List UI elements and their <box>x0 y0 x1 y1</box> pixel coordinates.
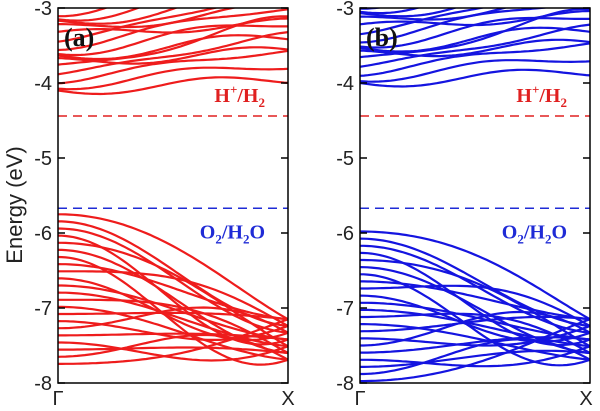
y-tick-label-b-0: -3 <box>336 0 354 20</box>
valence-band-b-16 <box>360 310 590 347</box>
valence-band-a-18 <box>58 341 288 362</box>
conduction-band-b-5 <box>360 38 590 58</box>
y-tick-label-b-4: -7 <box>336 298 354 320</box>
y-tick-label-b-2: -5 <box>336 148 354 170</box>
valence-band-b-0 <box>360 230 590 321</box>
reference-level-label-b-0: H+/H2 <box>516 82 567 110</box>
valence-band-a-16 <box>58 306 288 334</box>
conduction-band-a-1 <box>58 66 288 91</box>
panel-a-xtick-gamma: Γ <box>52 388 63 410</box>
conduction-band-b-0 <box>360 68 590 88</box>
panel-a-reference-levels: H+/H2 O2/H2O <box>58 82 288 246</box>
valence-band-a-7 <box>58 263 288 321</box>
conduction-band-a-11 <box>58 8 239 29</box>
conduction-band-b-6 <box>360 26 590 53</box>
panel-b-reference-levels: H+/H2 O2/H2O <box>360 82 590 246</box>
y-tick-label-a-5: -8 <box>34 373 52 395</box>
valence-band-b-18 <box>360 345 590 368</box>
valence-band-a-13 <box>58 305 288 361</box>
panel-b-label: (b) <box>366 23 398 52</box>
valence-band-a-20 <box>58 333 288 361</box>
reference-level-label-b-1: O2/H2O <box>502 221 567 246</box>
panel-b-frame <box>359 7 591 384</box>
y-axis-title: Energy (eV) <box>2 146 27 263</box>
conduction-band-b-13 <box>360 8 421 15</box>
reference-level-label-a-0: H+/H2 <box>214 82 265 110</box>
valence-band-a-19 <box>58 346 288 355</box>
valence-band-a-4 <box>58 241 288 348</box>
valence-band-b-20 <box>360 338 590 376</box>
conduction-band-b-10 <box>360 9 590 27</box>
valence-band-b-19 <box>360 349 590 368</box>
y-tick-label-b-5: -8 <box>336 373 354 395</box>
y-tick-label-b-1: -4 <box>336 73 354 95</box>
conduction-band-b-12 <box>360 8 459 18</box>
panel-a-y-ticks: -3 -4 -5 -6 -7 -8 <box>34 0 288 395</box>
valence-band-b-17 <box>360 336 590 354</box>
panel-b: H+/H2 O2/H2O -3 -4 -5 -6 -7 -8 (b) Γ X <box>336 0 592 410</box>
panel-a-frame <box>57 7 289 384</box>
conduction-band-a-6 <box>58 34 288 61</box>
valence-band-b-7 <box>360 280 590 321</box>
conduction-band-b-3 <box>360 23 590 68</box>
valence-band-b-21 <box>360 318 590 383</box>
conduction-band-a-14 <box>58 8 109 18</box>
valence-band-a-8 <box>58 270 288 327</box>
valence-band-a-11 <box>58 291 288 348</box>
valence-band-b-13 <box>360 323 590 361</box>
conduction-band-b-1 <box>360 59 590 83</box>
valence-band-b-11 <box>360 308 590 348</box>
conduction-band-a-2 <box>58 49 288 85</box>
panel-a-label: (a) <box>64 23 94 52</box>
conduction-band-a-5 <box>58 46 288 65</box>
valence-band-a-17 <box>58 332 288 341</box>
conduction-band-a-13 <box>58 8 141 22</box>
conduction-band-b-9 <box>360 8 487 36</box>
panel-a-xtick-x: X <box>281 388 294 410</box>
panel-a: H+/H2 O2/H2O -3 -4 -5 -6 -7 -8 (a) Γ X <box>34 0 294 410</box>
conduction-band-a-12 <box>58 8 179 25</box>
valence-band-b-8 <box>360 284 590 327</box>
valence-band-a-3 <box>58 234 288 346</box>
panel-b-y-ticks: -3 -4 -5 -6 -7 -8 <box>336 0 590 395</box>
conduction-band-a-3 <box>58 31 288 76</box>
panel-b-xtick-gamma: Γ <box>354 388 365 410</box>
reference-level-label-a-1: O2/H2O <box>200 221 265 246</box>
conduction-band-a-0 <box>58 76 288 96</box>
y-tick-label-a-1: -4 <box>34 73 52 95</box>
y-tick-label-a-3: -6 <box>34 223 52 245</box>
panel-a-bands <box>58 8 288 366</box>
conduction-band-a-9 <box>58 8 219 43</box>
valence-band-b-4 <box>360 258 590 348</box>
conduction-band-b-2 <box>360 42 590 77</box>
panel-b-xtick-x: X <box>579 388 592 410</box>
conduction-band-b-11 <box>360 8 509 21</box>
panel-b-bands <box>360 8 590 383</box>
y-tick-label-b-3: -6 <box>336 223 354 245</box>
y-tick-label-a-4: -7 <box>34 298 52 320</box>
y-tick-label-a-2: -5 <box>34 148 52 170</box>
valence-band-a-0 <box>58 213 288 321</box>
y-tick-label-a-0: -3 <box>34 0 52 20</box>
valence-band-a-21 <box>58 318 288 365</box>
conduction-band-a-10 <box>58 17 288 34</box>
